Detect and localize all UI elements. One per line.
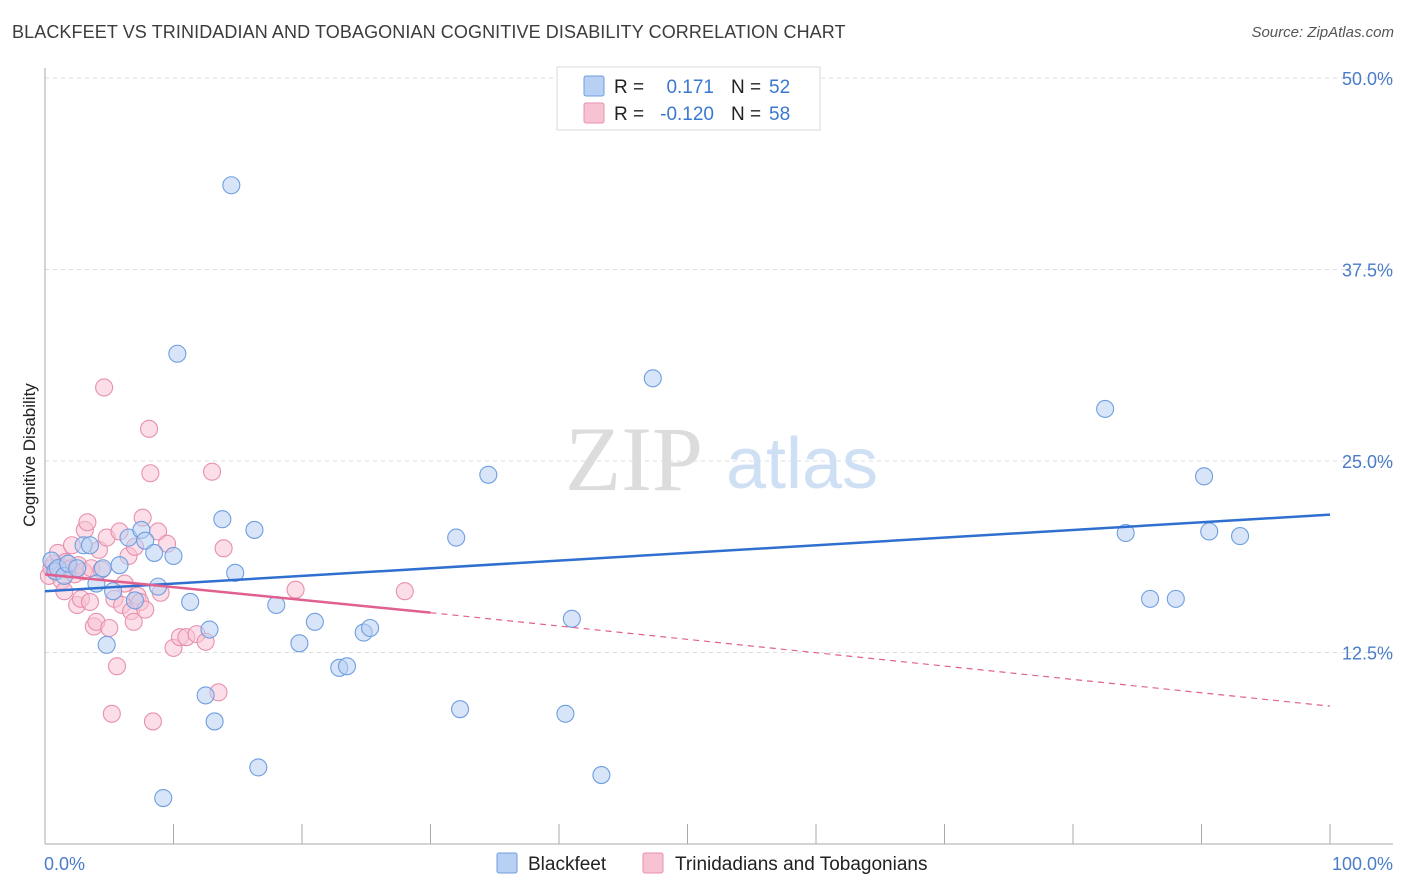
blackfeet-point xyxy=(145,543,164,562)
trinidadian-point xyxy=(395,582,414,601)
legend-n-label: N = xyxy=(731,104,761,125)
blackfeet-point xyxy=(226,563,245,582)
trinidadian-trend-extension xyxy=(430,612,1331,707)
trinidadian-point xyxy=(124,612,143,631)
legend-swatch-blackfeet xyxy=(583,75,605,97)
blackfeet-point xyxy=(110,556,129,575)
axes xyxy=(44,68,1393,845)
y-tick-label: 50.0% xyxy=(1342,69,1393,89)
blackfeet-point xyxy=(592,766,611,785)
blackfeet-point xyxy=(68,559,87,578)
trinidadian-point xyxy=(95,378,114,397)
legend-n-value-blackfeet: 52 xyxy=(769,77,790,98)
legend-swatch-trinidadian xyxy=(583,102,605,124)
source-label: Source: ZipAtlas.com xyxy=(1251,24,1394,41)
blackfeet-point xyxy=(213,510,232,529)
blackfeet-point xyxy=(222,176,241,195)
trinidadian-point xyxy=(107,657,127,676)
blackfeet-point xyxy=(205,712,224,731)
blackfeet-point xyxy=(93,559,112,578)
trinidadian-point xyxy=(143,712,162,731)
blackfeet-point xyxy=(168,344,187,363)
blackfeet-point xyxy=(290,634,309,653)
blackfeet-point xyxy=(1200,522,1219,541)
legend-n-label: N = xyxy=(731,77,761,98)
bottom-legend-swatch-trinidadian xyxy=(642,852,664,874)
watermark-zip: ZIP xyxy=(565,408,703,510)
blackfeet-point xyxy=(125,591,144,610)
blackfeet-point xyxy=(451,700,470,719)
y-tick-labels: 12.5% 25.0% 37.5% 50.0% xyxy=(1342,69,1393,664)
x-tick-label: 100.0% xyxy=(1332,854,1393,874)
trinidadian-point xyxy=(214,539,233,558)
blackfeet-point xyxy=(181,592,200,611)
gridlines xyxy=(45,77,1393,653)
trinidadian-point xyxy=(203,462,222,481)
blackfeet-point xyxy=(305,612,324,631)
legend-r-value-blackfeet: 0.171 xyxy=(666,77,714,98)
legend-r-label: R = xyxy=(614,77,644,98)
watermark-atlas: atlas xyxy=(726,424,878,504)
trinidadian-points xyxy=(39,378,414,731)
x-tick-labels: 0.0% 100.0% xyxy=(44,854,1393,874)
bottom-legend-blackfeet: Blackfeet xyxy=(528,854,607,875)
chart-title: BLACKFEET VS TRINIDADIAN AND TOBAGONIAN … xyxy=(12,22,846,42)
blackfeet-point xyxy=(562,609,581,628)
y-tick-label: 12.5% xyxy=(1342,644,1393,664)
blackfeet-point xyxy=(104,582,123,601)
y-tick-label: 25.0% xyxy=(1342,452,1393,472)
trinidadian-point xyxy=(78,513,97,532)
trinidadian-point xyxy=(286,580,305,599)
bottom-legend: Blackfeet Trinidadians and Tobagonians xyxy=(496,852,927,875)
trinidadian-point xyxy=(102,704,121,723)
legend-r-label: R = xyxy=(614,104,644,125)
blackfeet-point xyxy=(249,758,268,777)
blackfeet-point xyxy=(361,618,380,638)
blackfeet-point xyxy=(80,536,100,555)
trinidadian-trend-line xyxy=(44,573,431,614)
blackfeet-point xyxy=(97,635,116,654)
blackfeet-point xyxy=(337,657,357,676)
bottom-legend-trinidadian: Trinidadians and Tobagonians xyxy=(675,854,927,875)
bottom-legend-swatch-blackfeet xyxy=(496,852,518,874)
blackfeet-point xyxy=(196,686,215,705)
y-tick-label: 37.5% xyxy=(1342,261,1393,281)
legend-box: R = 0.171 N = 52 R = -0.120 N = 58 xyxy=(556,66,821,131)
watermark: ZIP atlas xyxy=(565,408,878,510)
blackfeet-point xyxy=(164,546,183,566)
blackfeet-point xyxy=(1096,399,1115,418)
trinidadian-point xyxy=(100,618,119,638)
blackfeet-point xyxy=(1231,527,1250,546)
blackfeet-point xyxy=(136,531,155,550)
blackfeet-trend-line xyxy=(44,513,1331,593)
blackfeet-point xyxy=(1141,589,1160,608)
blackfeet-point xyxy=(1116,523,1135,543)
trinidadian-point xyxy=(80,592,100,611)
y-axis-label: Cognitive Disability xyxy=(20,383,39,527)
blackfeet-point xyxy=(200,620,219,639)
trend-lines xyxy=(44,513,1331,707)
x-tick-label: 0.0% xyxy=(44,854,85,874)
blackfeet-point xyxy=(479,465,498,484)
legend-n-value-trinidadian: 58 xyxy=(769,104,790,125)
trinidadian-point xyxy=(141,464,160,483)
trinidadian-point xyxy=(140,419,159,438)
blackfeet-point xyxy=(643,369,662,388)
blackfeet-point xyxy=(154,788,173,808)
blackfeet-point xyxy=(1195,467,1214,486)
blackfeet-point xyxy=(447,528,466,547)
legend-r-value-trinidadian: -0.120 xyxy=(660,104,714,125)
blackfeet-point xyxy=(1166,589,1185,608)
blackfeet-points xyxy=(42,176,1250,808)
blackfeet-point xyxy=(245,520,264,539)
blackfeet-point xyxy=(556,704,575,723)
